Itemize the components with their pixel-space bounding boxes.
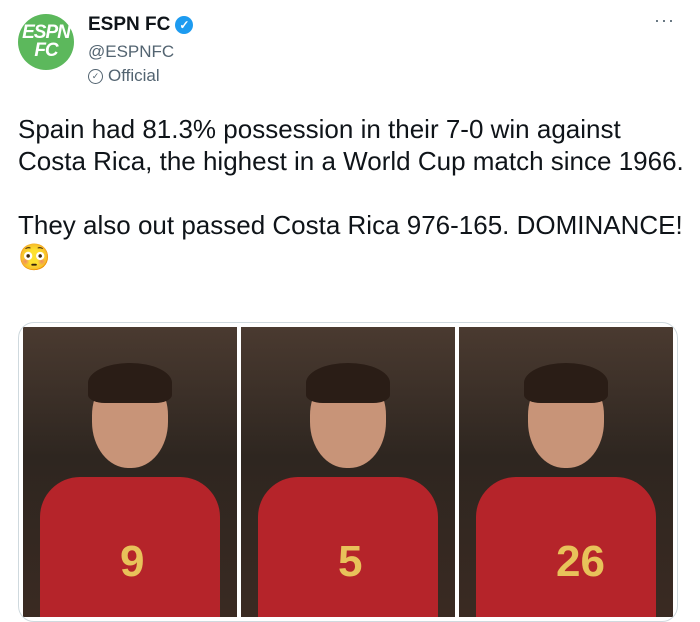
- shirt-number: 26: [556, 537, 605, 586]
- jersey: [258, 477, 438, 617]
- jersey: [476, 477, 656, 617]
- jersey: [40, 477, 220, 617]
- tweet-media[interactable]: 9 5 26: [18, 322, 678, 622]
- logo-text: ESPN: [22, 22, 71, 43]
- author-handle[interactable]: @ESPNFC: [88, 42, 175, 61]
- photo-3[interactable]: 26: [459, 327, 673, 617]
- official-check-icon: ✓: [88, 68, 103, 84]
- shirt-number: 5: [338, 537, 363, 586]
- player-hair: [306, 363, 390, 403]
- player-hair: [88, 363, 172, 403]
- tweet-text: Spain had 81.3% possession in their 7-0 …: [18, 114, 684, 272]
- avatar[interactable]: ESPN FC: [18, 14, 74, 70]
- logo-text: FC: [34, 40, 58, 61]
- official-text: Official: [108, 66, 160, 85]
- player-hair: [524, 363, 608, 403]
- official-label: ✓ Official: [88, 66, 160, 86]
- verified-badge-icon: ✓: [175, 16, 194, 34]
- author-name[interactable]: ESPN FC ✓: [88, 14, 194, 36]
- shirt-number: 9: [120, 537, 145, 586]
- more-options-button[interactable]: ···: [654, 10, 675, 30]
- photo-1[interactable]: 9: [23, 327, 237, 617]
- photo-2[interactable]: 5: [241, 327, 455, 617]
- display-name[interactable]: ESPN FC: [88, 14, 171, 35]
